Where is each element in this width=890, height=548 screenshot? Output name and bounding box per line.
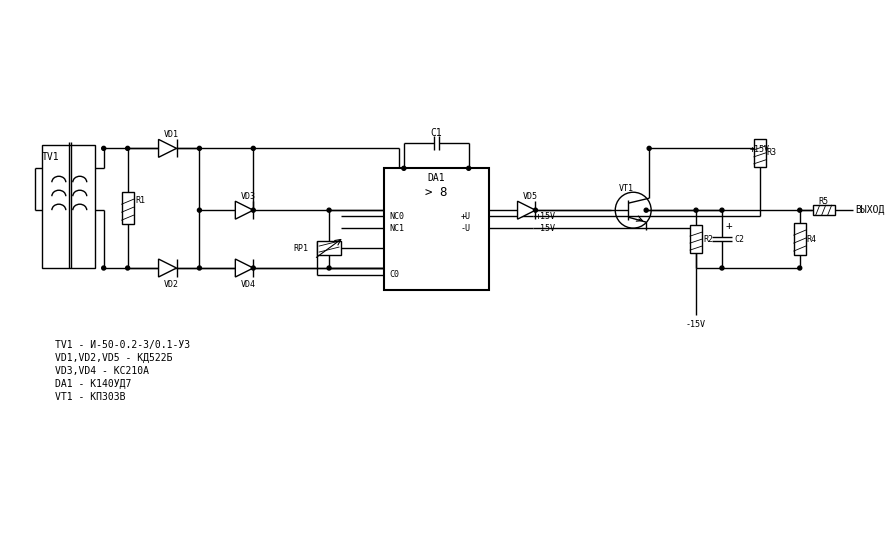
Circle shape — [125, 146, 130, 150]
Text: VD4: VD4 — [240, 281, 255, 289]
Text: > 8: > 8 — [425, 186, 448, 199]
Bar — [42, 145, 94, 268]
Polygon shape — [235, 259, 254, 277]
Text: DA1: DA1 — [427, 173, 445, 183]
Circle shape — [720, 266, 724, 270]
Text: VD5: VD5 — [522, 192, 538, 201]
Text: +15V: +15V — [750, 145, 770, 154]
Text: R1: R1 — [135, 196, 146, 205]
Circle shape — [251, 208, 255, 212]
Text: ВЫХОД: ВЫХОД — [855, 205, 885, 215]
Circle shape — [466, 166, 471, 170]
Bar — [122, 192, 134, 224]
Text: -15V: -15V — [686, 321, 706, 329]
Polygon shape — [158, 259, 176, 277]
Text: R4: R4 — [806, 235, 817, 244]
Text: VD1: VD1 — [164, 130, 179, 139]
Text: VD3: VD3 — [240, 192, 255, 201]
Text: VT1: VT1 — [619, 184, 635, 193]
Text: TV1: TV1 — [42, 152, 60, 162]
Circle shape — [101, 266, 106, 270]
Text: +15V: +15V — [536, 212, 555, 221]
Text: NC0: NC0 — [389, 212, 404, 221]
Bar — [813, 205, 835, 215]
Circle shape — [198, 208, 201, 212]
Text: TV1 - И-50-0.2-3/0.1-УЗ: TV1 - И-50-0.2-3/0.1-УЗ — [55, 340, 190, 350]
Circle shape — [125, 266, 130, 270]
Text: R2: R2 — [703, 235, 713, 244]
Bar — [384, 168, 489, 290]
Circle shape — [251, 266, 255, 270]
Text: R5: R5 — [819, 197, 829, 206]
Circle shape — [198, 266, 201, 270]
Circle shape — [533, 208, 538, 212]
Circle shape — [251, 146, 255, 150]
Circle shape — [694, 208, 698, 212]
Bar — [690, 225, 702, 253]
Polygon shape — [518, 201, 536, 219]
Circle shape — [720, 208, 724, 212]
Circle shape — [644, 208, 648, 212]
Bar — [794, 223, 805, 255]
Circle shape — [327, 266, 331, 270]
Circle shape — [402, 166, 406, 170]
Text: +: + — [726, 221, 732, 231]
Text: VD3,VD4 - КС210А: VD3,VD4 - КС210А — [55, 366, 149, 376]
Polygon shape — [235, 201, 254, 219]
Text: VD1,VD2,VD5 - КД522Б: VD1,VD2,VD5 - КД522Б — [55, 353, 173, 363]
Circle shape — [327, 208, 331, 212]
Bar — [317, 241, 341, 255]
Text: RP1: RP1 — [293, 243, 308, 253]
Circle shape — [647, 146, 651, 150]
Text: R3: R3 — [767, 149, 777, 157]
Circle shape — [797, 266, 802, 270]
Text: DA1 - К140УД7: DA1 - К140УД7 — [55, 379, 131, 389]
Text: C1: C1 — [431, 128, 442, 139]
Circle shape — [797, 208, 802, 212]
Text: +U: +U — [461, 212, 471, 221]
Text: VT1 - КП303В: VT1 - КП303В — [55, 392, 125, 402]
Bar — [754, 139, 765, 167]
Polygon shape — [158, 139, 176, 157]
Text: VD2: VD2 — [164, 281, 179, 289]
Text: C2: C2 — [734, 235, 744, 244]
Circle shape — [101, 146, 106, 150]
Circle shape — [198, 146, 201, 150]
Text: NC1: NC1 — [389, 224, 404, 233]
Text: -15V: -15V — [536, 224, 555, 233]
Text: C0: C0 — [389, 271, 399, 279]
Text: -U: -U — [461, 224, 471, 233]
